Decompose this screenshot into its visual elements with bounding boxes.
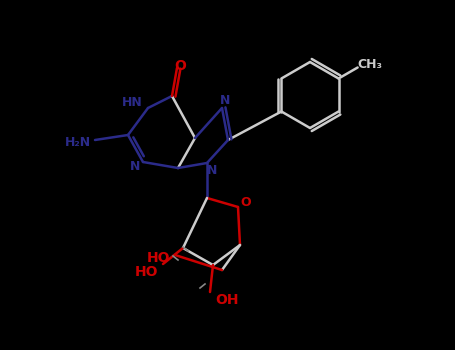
Text: H₂N: H₂N bbox=[65, 135, 91, 148]
Text: N: N bbox=[220, 93, 230, 106]
Text: OH: OH bbox=[215, 293, 238, 307]
Text: N: N bbox=[207, 164, 217, 177]
Text: O: O bbox=[241, 196, 251, 209]
Text: HN: HN bbox=[122, 97, 143, 110]
Text: HO: HO bbox=[147, 251, 170, 265]
Text: O: O bbox=[174, 59, 186, 73]
Text: HO: HO bbox=[135, 265, 158, 279]
Text: N: N bbox=[130, 161, 140, 174]
Text: CH₃: CH₃ bbox=[357, 58, 382, 71]
